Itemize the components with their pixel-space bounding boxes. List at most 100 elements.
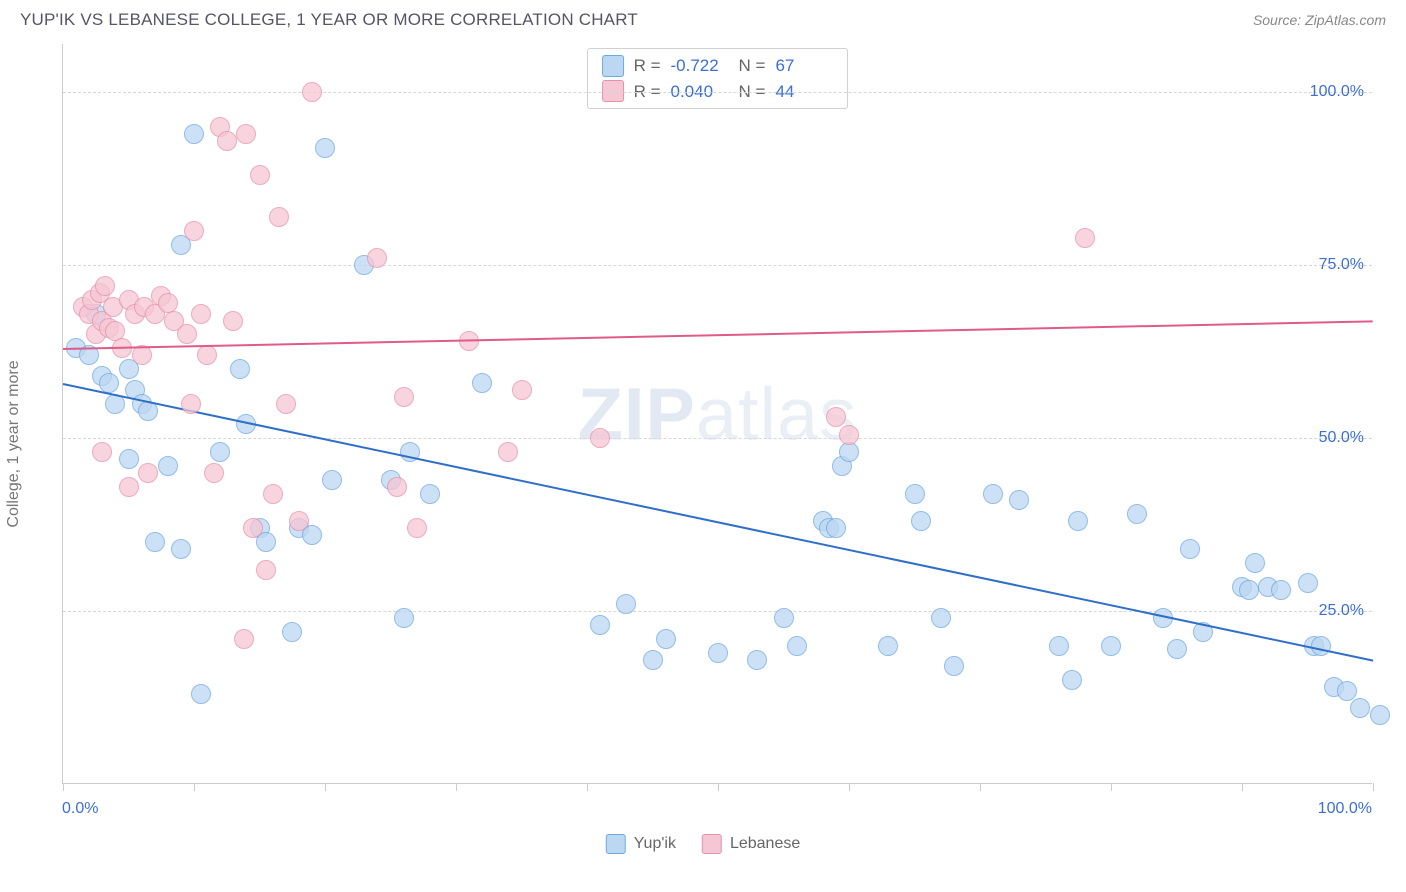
data-point (322, 470, 342, 490)
x-tick (980, 783, 981, 791)
data-point (197, 345, 217, 365)
legend-stats-row: R = -0.722 N = 67 (602, 53, 834, 79)
data-point (263, 484, 283, 504)
data-point (315, 138, 335, 158)
data-point (407, 518, 427, 538)
swatch-icon (606, 834, 626, 854)
data-point (367, 248, 387, 268)
data-point (92, 442, 112, 462)
x-tick-label-min: 0.0% (62, 800, 98, 818)
data-point (420, 484, 440, 504)
x-tick-label-max: 100.0% (1318, 800, 1372, 818)
data-point (191, 684, 211, 704)
x-tick (718, 783, 719, 791)
x-tick (587, 783, 588, 791)
gridline (63, 92, 1372, 93)
data-point (1180, 539, 1200, 559)
gridline (63, 438, 1372, 439)
chart-header: YUP'IK VS LEBANESE COLLEGE, 1 YEAR OR MO… (0, 0, 1406, 36)
data-point (223, 311, 243, 331)
watermark: ZIPatlas (578, 371, 857, 456)
data-point (394, 608, 414, 628)
data-point (184, 221, 204, 241)
y-axis-label: College, 1 year or more (5, 360, 23, 527)
data-point (138, 463, 158, 483)
data-point (119, 477, 139, 497)
data-point (145, 532, 165, 552)
data-point (1009, 490, 1029, 510)
x-tick (1242, 783, 1243, 791)
data-point (1311, 636, 1331, 656)
gridline (63, 265, 1372, 266)
data-point (394, 387, 414, 407)
data-point (1337, 681, 1357, 701)
data-point (905, 484, 925, 504)
data-point (250, 165, 270, 185)
legend-series: Yup'ik Lebanese (606, 834, 801, 854)
data-point (1298, 573, 1318, 593)
data-point (191, 304, 211, 324)
data-point (99, 373, 119, 393)
data-point (217, 131, 237, 151)
data-point (1239, 580, 1259, 600)
data-point (512, 380, 532, 400)
data-point (878, 636, 898, 656)
data-point (210, 442, 230, 462)
x-tick (1111, 783, 1112, 791)
data-point (276, 394, 296, 414)
data-point (1075, 228, 1095, 248)
data-point (243, 518, 263, 538)
data-point (839, 425, 859, 445)
chart-title: YUP'IK VS LEBANESE COLLEGE, 1 YEAR OR MO… (20, 10, 638, 30)
x-tick (325, 783, 326, 791)
swatch-icon (602, 55, 624, 77)
data-point (911, 511, 931, 531)
data-point (1062, 670, 1082, 690)
data-point (230, 359, 250, 379)
data-point (1350, 698, 1370, 718)
data-point (236, 124, 256, 144)
data-point (256, 560, 276, 580)
data-point (774, 608, 794, 628)
x-tick (194, 783, 195, 791)
data-point (472, 373, 492, 393)
gridline (63, 611, 1372, 612)
data-point (826, 518, 846, 538)
data-point (931, 608, 951, 628)
data-point (302, 82, 322, 102)
data-point (498, 442, 518, 462)
x-tick (456, 783, 457, 791)
data-point (747, 650, 767, 670)
data-point (177, 324, 197, 344)
data-point (708, 643, 728, 663)
data-point (95, 276, 115, 296)
legend-item: Lebanese (702, 834, 800, 854)
data-point (171, 539, 191, 559)
data-point (1245, 553, 1265, 573)
swatch-icon (702, 834, 722, 854)
data-point (656, 629, 676, 649)
legend-stats: R = -0.722 N = 67 R = 0.040 N = 44 (587, 48, 849, 109)
x-tick (1373, 783, 1374, 791)
data-point (1167, 639, 1187, 659)
plot-area: ZIPatlas R = -0.722 N = 67 R = 0.040 N =… (62, 44, 1372, 784)
y-tick-label: 75.0% (1319, 256, 1364, 274)
data-point (158, 456, 178, 476)
legend-item: Yup'ik (606, 834, 676, 854)
data-point (1101, 636, 1121, 656)
source-credit: Source: ZipAtlas.com (1253, 12, 1386, 28)
data-point (282, 622, 302, 642)
data-point (590, 615, 610, 635)
data-point (787, 636, 807, 656)
data-point (181, 394, 201, 414)
data-point (944, 656, 964, 676)
regression-line (63, 321, 1373, 351)
data-point (1068, 511, 1088, 531)
data-point (289, 511, 309, 531)
data-point (184, 124, 204, 144)
data-point (826, 407, 846, 427)
y-tick-label: 100.0% (1310, 83, 1364, 101)
legend-stats-row: R = 0.040 N = 44 (602, 79, 834, 105)
data-point (119, 449, 139, 469)
data-point (387, 477, 407, 497)
